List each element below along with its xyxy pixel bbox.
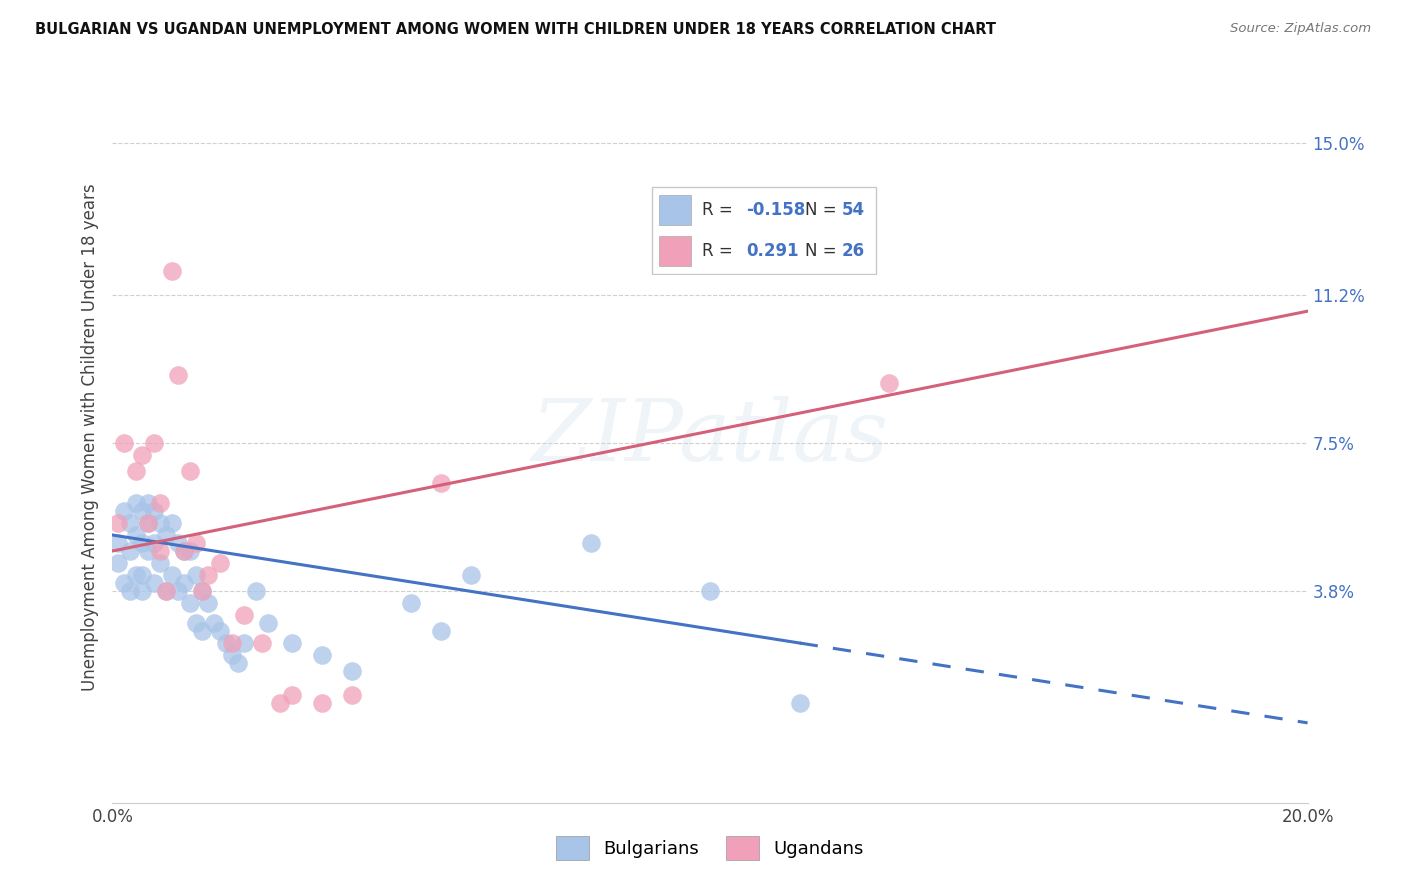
Point: [186, 615, 208, 630]
Point: [191, 624, 214, 638]
Point: [155, 584, 177, 599]
Point: [179, 544, 201, 558]
Point: [173, 576, 195, 591]
Point: [167, 584, 190, 599]
Point: [125, 464, 148, 478]
Text: R =: R =: [703, 242, 738, 260]
Text: -0.158: -0.158: [745, 201, 806, 219]
Text: N =: N =: [806, 242, 842, 260]
Point: [149, 544, 172, 558]
Point: [281, 688, 304, 702]
Text: 0.291: 0.291: [745, 242, 799, 260]
Point: [131, 584, 153, 599]
Point: [191, 584, 214, 599]
Point: [143, 576, 166, 591]
FancyBboxPatch shape: [659, 195, 690, 226]
Point: [401, 596, 423, 610]
Point: [226, 656, 249, 670]
Point: [269, 696, 291, 710]
Point: [114, 504, 135, 518]
Point: [311, 696, 333, 710]
Point: [149, 556, 172, 570]
Point: [460, 568, 482, 582]
Y-axis label: Unemployment Among Women with Children Under 18 years: Unemployment Among Women with Children U…: [80, 183, 98, 691]
Point: [197, 568, 219, 582]
Point: [162, 568, 183, 582]
Point: [162, 264, 183, 278]
Point: [209, 624, 232, 638]
Point: [120, 544, 142, 558]
Text: BULGARIAN VS UGANDAN UNEMPLOYMENT AMONG WOMEN WITH CHILDREN UNDER 18 YEARS CORRE: BULGARIAN VS UGANDAN UNEMPLOYMENT AMONG …: [35, 22, 995, 37]
Point: [340, 688, 363, 702]
Point: [149, 516, 172, 530]
Text: Source: ZipAtlas.com: Source: ZipAtlas.com: [1230, 22, 1371, 36]
Point: [173, 544, 195, 558]
Point: [131, 536, 153, 550]
Point: [138, 516, 160, 530]
Point: [155, 528, 177, 542]
Point: [257, 615, 280, 630]
Point: [179, 596, 201, 610]
Legend: Bulgarians, Ugandans: Bulgarians, Ugandans: [550, 830, 870, 867]
FancyBboxPatch shape: [659, 236, 690, 267]
Point: [107, 516, 129, 530]
Point: [131, 568, 153, 582]
Point: [138, 516, 160, 530]
Point: [138, 544, 160, 558]
Point: [311, 648, 333, 662]
Point: [579, 536, 602, 550]
Point: [209, 556, 232, 570]
Point: [202, 615, 225, 630]
Point: [173, 544, 195, 558]
Point: [138, 496, 160, 510]
Point: [125, 528, 148, 542]
Point: [162, 516, 183, 530]
Point: [125, 568, 148, 582]
Text: 26: 26: [842, 242, 865, 260]
Point: [107, 536, 129, 550]
Point: [120, 516, 142, 530]
Point: [430, 624, 453, 638]
Point: [879, 376, 901, 391]
Point: [149, 496, 172, 510]
Point: [155, 584, 177, 599]
Point: [215, 636, 238, 650]
Point: [167, 368, 190, 383]
Point: [197, 596, 219, 610]
Point: [107, 556, 129, 570]
Point: [186, 536, 208, 550]
Point: [699, 584, 721, 599]
Point: [114, 576, 135, 591]
Point: [114, 436, 135, 450]
Point: [221, 648, 243, 662]
Point: [143, 536, 166, 550]
Point: [143, 504, 166, 518]
Point: [281, 636, 304, 650]
Point: [143, 436, 166, 450]
Point: [789, 696, 811, 710]
Point: [340, 664, 363, 678]
Point: [233, 607, 256, 622]
Point: [430, 476, 453, 491]
Point: [131, 448, 153, 462]
Text: ZIPatlas: ZIPatlas: [531, 396, 889, 478]
FancyBboxPatch shape: [652, 187, 876, 275]
Point: [179, 464, 201, 478]
Point: [250, 636, 273, 650]
Point: [131, 504, 153, 518]
Text: R =: R =: [703, 201, 738, 219]
Point: [167, 536, 190, 550]
Point: [125, 496, 148, 510]
Text: 54: 54: [842, 201, 865, 219]
Text: N =: N =: [806, 201, 842, 219]
Point: [245, 584, 267, 599]
Point: [221, 636, 243, 650]
Point: [186, 568, 208, 582]
Point: [120, 584, 142, 599]
Point: [233, 636, 256, 650]
Point: [191, 584, 214, 599]
